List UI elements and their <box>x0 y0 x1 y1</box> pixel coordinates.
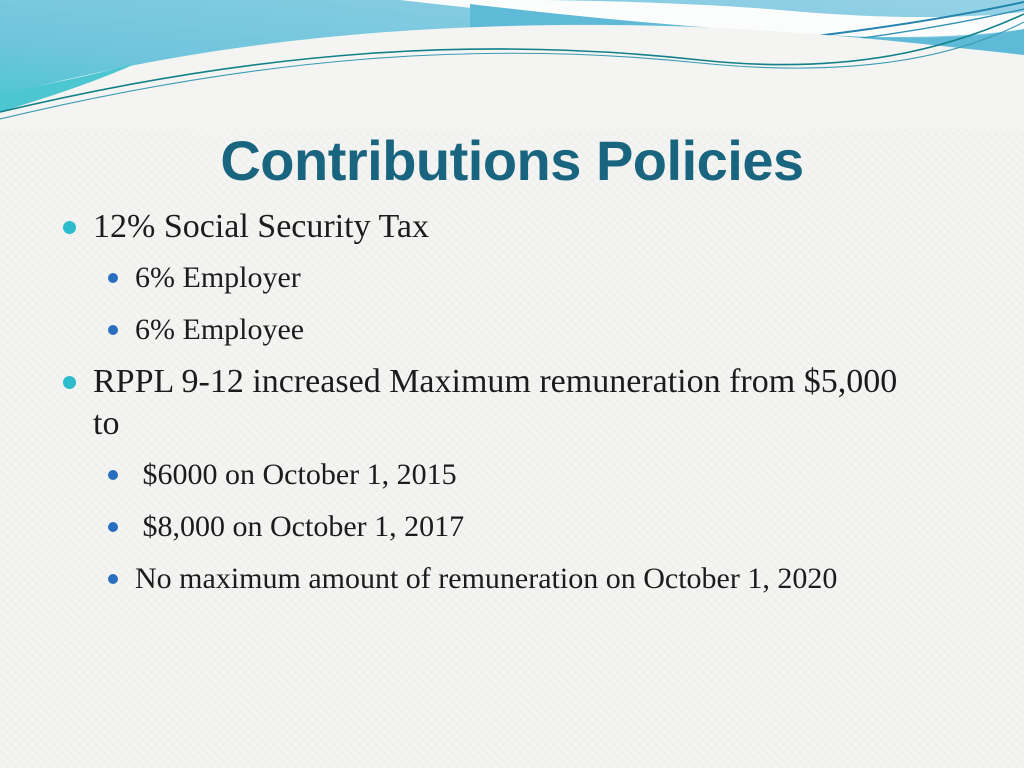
header-wave-graphic <box>0 0 1024 130</box>
bullet-dot-icon <box>63 376 76 390</box>
bullet-dot-icon <box>108 470 118 480</box>
bullet-text: 6% Employee <box>135 313 305 347</box>
wave-turquoise-sliver <box>0 64 135 112</box>
bullet-dot-icon <box>108 522 118 532</box>
bullet-item: 12% Social Security Tax <box>60 206 954 247</box>
bullet-item: RPPL 9-12 increased Maximum remuneration… <box>60 361 954 444</box>
bullet-text: $8,000 on October 1, 2017 <box>135 510 465 543</box>
bullet-item: $6000 on October 1, 2015 <box>105 454 954 496</box>
wave-white-hill <box>0 24 1024 130</box>
bullet-dot-icon <box>63 220 76 234</box>
bullet-dot-icon <box>108 325 118 336</box>
bullet-item: 6% Employee <box>105 309 954 351</box>
bullet-dot-icon <box>108 273 118 284</box>
bullet-item: 6% Employer <box>105 257 954 299</box>
bullet-item: $8,000 on October 1, 2017 <box>105 506 954 548</box>
wave-accent-line <box>0 21 1024 120</box>
wave-white-swoosh <box>400 0 1024 38</box>
slide-title: Contributions Policies <box>220 129 804 192</box>
wave-accent-line <box>0 13 1024 113</box>
bullet-text: 6% Employer <box>135 261 301 295</box>
bullet-item: No maximum amount of remuneration on Oct… <box>105 558 954 600</box>
bullet-text: 12% Social Security Tax <box>93 207 429 245</box>
bullet-text: No maximum amount of remuneration on Oct… <box>135 562 838 595</box>
bullet-list: 12% Social Security Tax 6% Employer 6% Emp… <box>0 206 1024 600</box>
bullet-text: RPPL 9-12 increased Maximum remuneration… <box>93 363 906 442</box>
bullet-text: $6000 on October 1, 2015 <box>135 458 457 491</box>
bullet-dot-icon <box>108 574 118 584</box>
